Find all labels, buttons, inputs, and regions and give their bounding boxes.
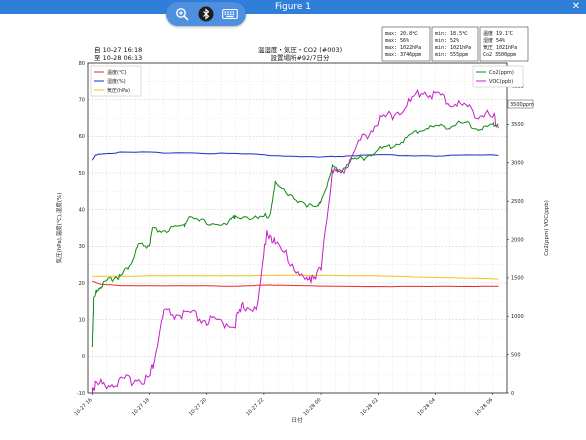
- y-tick-left: 80: [79, 61, 85, 67]
- bluetooth-button[interactable]: [196, 4, 216, 24]
- stat-cur-temp: 温度 19.1℃: [483, 30, 513, 37]
- y-tick-left: 20: [79, 281, 85, 287]
- x-tick-label: 10-28 04: [417, 397, 437, 417]
- x-tick-label: 10-27 16: [74, 397, 94, 417]
- x-tick-label: 10-27 20: [188, 397, 208, 417]
- keyboard-button[interactable]: [220, 4, 240, 24]
- stat-min-hum: min: 52%: [435, 38, 459, 44]
- stat-max-hum: max: 56%: [385, 38, 409, 44]
- legend-label-temp: 温度(℃): [107, 69, 127, 76]
- y-tick-left: 60: [79, 134, 85, 140]
- x-tick-label: 10-27 18: [131, 397, 151, 417]
- stats-max-box: max: 20.8℃ max: 56% max: 1022hPa max: 37…: [381, 26, 431, 62]
- chart-subtitle: 設置場所#92/7日分: [270, 53, 330, 62]
- x-tick-label: 10-28 06: [474, 397, 494, 417]
- series-temperature-line: [92, 280, 499, 288]
- stat-max-co2: max: 3746ppm: [385, 52, 421, 58]
- y-tick-left: 0: [82, 354, 85, 360]
- stat-min-co2: min: 555ppm: [435, 52, 468, 58]
- grid-lines: [88, 62, 508, 394]
- stat-min-press: min: 1021hPa: [435, 45, 471, 51]
- y-tick-right: 3500: [511, 122, 524, 128]
- stat-max-press: max: 1022hPa: [385, 45, 421, 51]
- y-tick-right: 2500: [511, 199, 524, 205]
- stat-cur-hum: 湿度 54%: [483, 37, 505, 44]
- y-tick-right: 500: [511, 352, 521, 358]
- window-title: Figure 1: [274, 2, 312, 12]
- legend-label-press: 気圧(hPa): [107, 87, 130, 94]
- series-voc-line: [91, 89, 499, 393]
- floating-toolbar: [166, 2, 246, 26]
- bluetooth-icon: [198, 6, 214, 22]
- date-from-label: 自 10-27 16:18: [94, 45, 142, 54]
- y-tick-right: 3000: [511, 161, 524, 167]
- y-tick-right: 2000: [511, 237, 524, 243]
- y-tick-left: 30: [79, 244, 85, 250]
- stat-cur-co2: Co2 3500ppm: [483, 52, 516, 58]
- legend-label-hum: 湿度(%): [107, 78, 126, 85]
- series-humidity-line: [92, 151, 499, 161]
- plot-frame: [87, 62, 508, 394]
- stat-min-temp: min: 18.5℃: [435, 31, 468, 37]
- date-to-label: 至 10-28 06:13: [94, 54, 142, 62]
- y-tick-right: 1000: [511, 314, 524, 320]
- co2-annotation-text: 3500ppm: [510, 102, 534, 108]
- stat-cur-press: 気圧 1021hPa: [483, 44, 517, 51]
- y-tick-left: -10: [77, 391, 85, 397]
- y-tick-left: 70: [79, 97, 85, 103]
- y-tick-left: 40: [79, 207, 85, 213]
- window-titlebar[interactable]: Figure 1 ✕: [0, 0, 586, 14]
- y-tick-right: 1500: [511, 276, 524, 282]
- stats-min-box: min: 18.5℃ min: 52% min: 1021hPa min: 55…: [431, 26, 479, 62]
- close-button[interactable]: ✕: [571, 1, 581, 12]
- zoom-icon: [176, 8, 189, 21]
- x-tick-label: 10-27 22: [245, 397, 265, 417]
- legend-label-co2: Co2(ppm): [489, 70, 514, 76]
- stat-max-temp: max: 20.8℃: [385, 31, 418, 37]
- legend-label-voc: VOC(ppb): [489, 79, 513, 85]
- y-tick-left: 50: [79, 171, 85, 177]
- axis-ticks: -10 0 10 20 30 40 50 60 70 80 0 500 1000 1500 2000 2500…: [74, 61, 524, 418]
- series-pressure-line: [92, 274, 499, 280]
- x-axis-label: 日付: [291, 416, 303, 424]
- co2-annotation: 3500ppm: [507, 99, 534, 109]
- keyboard-icon: [222, 8, 238, 20]
- x-tick-label: 10-28 02: [360, 397, 380, 417]
- series-co2-line: [91, 120, 499, 348]
- zoom-button[interactable]: [172, 4, 192, 24]
- y-axis-label-right: Co2(ppm) VOC(ppb): [544, 200, 550, 256]
- legend-left: 温度(℃) 湿度(%) 気圧(hPa): [90, 65, 142, 97]
- x-tick-label: 10-28 00: [302, 397, 322, 417]
- y-axis-label-left: 気圧(hPa),温度(℃),湿度(%): [55, 193, 63, 264]
- legend-right: Co2(ppm) VOC(ppb): [472, 65, 524, 88]
- chart-title: 温湿度・気圧・CO2 (#003): [258, 45, 342, 54]
- stats-current-box: 温度 19.1℃ 湿度 54% 気圧 1021hPa Co2 3500ppm: [479, 26, 529, 62]
- y-tick-right: 0: [511, 391, 514, 397]
- y-tick-left: 10: [79, 317, 85, 323]
- series-lines: [91, 89, 499, 393]
